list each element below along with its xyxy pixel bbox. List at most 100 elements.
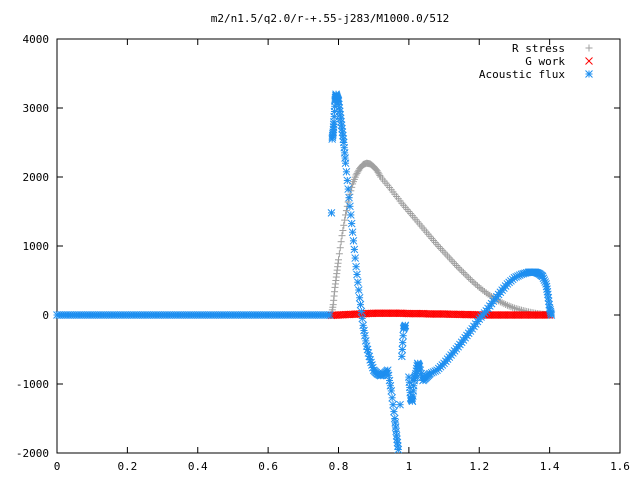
x-tick-label: 1.2 bbox=[469, 460, 489, 473]
acoustic-flux-point bbox=[352, 262, 360, 271]
r-stress-point bbox=[337, 238, 345, 246]
x-tick-label: 1 bbox=[406, 460, 413, 473]
r-stress-legend-label: R stress bbox=[512, 42, 565, 55]
r-stress-point bbox=[509, 303, 517, 311]
r-stress-point bbox=[510, 304, 518, 312]
acoustic-flux-legend-marker bbox=[585, 70, 593, 78]
r-stress-point bbox=[342, 207, 350, 215]
r-stress-point bbox=[438, 246, 446, 254]
y-tick-label: 0 bbox=[42, 309, 49, 322]
r-stress-point bbox=[335, 250, 343, 258]
acoustic-flux-point bbox=[345, 193, 353, 202]
acoustic-flux-point bbox=[547, 311, 556, 319]
acoustic-flux-point bbox=[353, 278, 362, 287]
acoustic-flux-point bbox=[348, 228, 357, 237]
acoustic-flux-point bbox=[358, 314, 367, 323]
r-stress-point bbox=[338, 232, 346, 240]
acoustic-flux-point bbox=[341, 159, 350, 168]
x-tick-label: 0.6 bbox=[258, 460, 278, 473]
r-stress-point bbox=[353, 169, 361, 177]
y-tick-label: 2000 bbox=[23, 171, 50, 184]
r-stress-point bbox=[458, 267, 466, 275]
acoustic-flux-point bbox=[389, 400, 397, 409]
acoustic-flux-point bbox=[353, 270, 361, 279]
r-stress-point bbox=[514, 305, 522, 313]
y-tick-label: -2000 bbox=[16, 447, 49, 460]
r-stress-point bbox=[454, 263, 462, 271]
x-tick-label: 1.6 bbox=[610, 460, 630, 473]
r-stress-point bbox=[447, 256, 455, 264]
acoustic-flux-point bbox=[357, 307, 366, 316]
acoustic-flux-point bbox=[360, 326, 368, 335]
r-stress-point bbox=[376, 171, 384, 179]
x-tick-label: 0 bbox=[54, 460, 61, 473]
chart-title: m2/n1.5/q2.0/r-+.55-j283/M1000.0/512 bbox=[211, 12, 449, 25]
r-stress-point bbox=[449, 258, 457, 266]
r-stress-point bbox=[472, 280, 480, 288]
acoustic-flux-point bbox=[356, 300, 365, 309]
r-stress-point bbox=[512, 305, 520, 313]
r-stress-point bbox=[442, 250, 450, 258]
plot-marks bbox=[53, 90, 556, 454]
acoustic-flux-point bbox=[398, 338, 407, 347]
acoustic-flux-point bbox=[350, 245, 359, 254]
x-tick-label: 0.8 bbox=[329, 460, 349, 473]
acoustic-flux-point bbox=[355, 293, 364, 302]
r-stress-point bbox=[468, 277, 476, 285]
r-stress-point bbox=[440, 248, 448, 256]
g-work-series bbox=[327, 309, 554, 320]
axis-ticks: 0 0.2 0.4 0.6 0.8 1 1.2 1.4 1.6 -2000 -1000 0 1000 20… bbox=[16, 33, 630, 473]
acoustic-flux-point bbox=[387, 387, 396, 395]
r-stress-point bbox=[465, 274, 473, 282]
acoustic-flux-series bbox=[53, 90, 556, 454]
r-stress-point bbox=[335, 256, 342, 264]
y-tick-label: -1000 bbox=[16, 378, 49, 391]
acoustic-flux-point bbox=[344, 185, 353, 193]
y-tick-label: 4000 bbox=[23, 33, 50, 46]
acoustic-flux-legend-label: Acoustic flux bbox=[479, 68, 565, 81]
x-tick-label: 1.4 bbox=[540, 460, 560, 473]
r-stress-point bbox=[502, 300, 510, 308]
acoustic-flux-point bbox=[390, 407, 398, 416]
r-stress-point bbox=[339, 226, 347, 234]
r-stress-point bbox=[341, 216, 349, 224]
acoustic-flux-point bbox=[342, 167, 351, 176]
r-stress-legend-marker bbox=[585, 44, 593, 52]
r-stress-point bbox=[482, 289, 490, 297]
r-stress-point bbox=[479, 286, 487, 294]
r-stress-point bbox=[456, 265, 464, 273]
r-stress-point bbox=[452, 261, 460, 269]
r-stress-point bbox=[477, 285, 485, 293]
acoustic-flux-point bbox=[398, 345, 407, 354]
r-stress-point bbox=[484, 290, 492, 298]
r-stress-point bbox=[475, 283, 483, 291]
acoustic-flux-point bbox=[349, 236, 358, 245]
g-work-legend-marker bbox=[585, 57, 593, 65]
r-stress-point bbox=[463, 272, 471, 280]
g-work-legend-label: G work bbox=[525, 55, 565, 68]
r-stress-point bbox=[473, 282, 481, 290]
acoustic-flux-point bbox=[346, 202, 354, 211]
r-stress-point bbox=[374, 168, 382, 176]
r-stress-point bbox=[500, 300, 508, 308]
r-stress-point bbox=[444, 252, 452, 260]
r-stress-point bbox=[451, 260, 459, 268]
r-stress-point bbox=[507, 303, 515, 311]
acoustic-flux-point bbox=[351, 254, 360, 262]
r-stress-point bbox=[466, 275, 474, 283]
acoustic-flux-point bbox=[396, 400, 404, 409]
x-tick-label: 0.2 bbox=[117, 460, 137, 473]
acoustic-flux-point bbox=[343, 176, 352, 185]
r-stress-point bbox=[503, 301, 511, 309]
acoustic-flux-point bbox=[354, 286, 363, 294]
y-tick-label: 3000 bbox=[23, 102, 50, 115]
acoustic-flux-point bbox=[401, 321, 410, 330]
acoustic-flux-point bbox=[394, 445, 403, 454]
r-stress-series bbox=[327, 159, 554, 319]
acoustic-flux-point bbox=[388, 393, 397, 402]
y-tick-label: 1000 bbox=[23, 240, 50, 253]
r-stress-point bbox=[435, 243, 443, 251]
r-stress-point bbox=[459, 269, 467, 277]
